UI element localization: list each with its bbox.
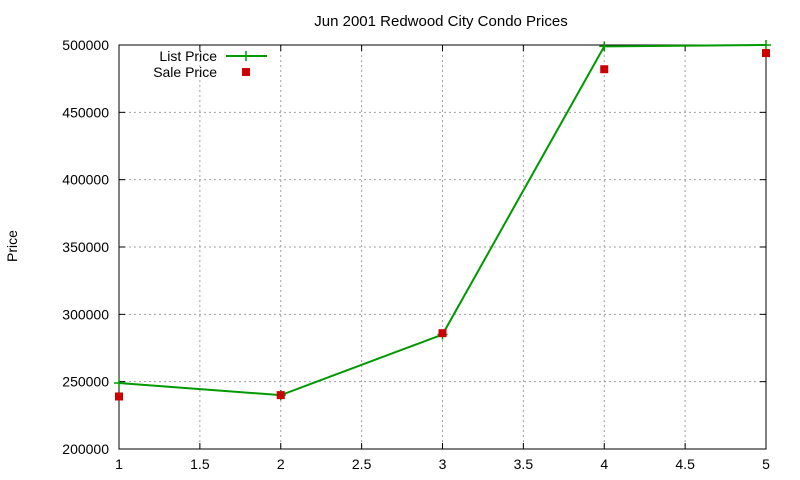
legend-label: List Price bbox=[159, 48, 217, 64]
y-axis-label: Price bbox=[4, 230, 20, 262]
plot-series bbox=[114, 40, 771, 401]
y-tick-label: 400000 bbox=[62, 172, 109, 188]
data-point-plus bbox=[761, 40, 771, 50]
x-tick-label: 3 bbox=[439, 456, 447, 472]
grid bbox=[119, 45, 766, 449]
data-point-square bbox=[115, 392, 123, 401]
y-tick-label: 250000 bbox=[62, 374, 109, 390]
y-tick-label: 300000 bbox=[62, 306, 109, 322]
chart-title: Jun 2001 Redwood City Condo Prices bbox=[314, 13, 567, 30]
x-tick-label: 3.5 bbox=[514, 456, 534, 472]
data-point-square bbox=[438, 329, 447, 338]
x-tick-label: 2.5 bbox=[352, 456, 372, 472]
data-point-plus bbox=[114, 378, 124, 389]
data-point-square bbox=[600, 65, 609, 74]
x-tick-label: 4.5 bbox=[675, 456, 695, 472]
x-tick-label: 1.5 bbox=[190, 456, 210, 472]
data-point-square bbox=[276, 391, 285, 400]
x-tick-label: 1 bbox=[115, 456, 123, 472]
x-tick-label: 4 bbox=[600, 456, 608, 472]
x-tick-label: 5 bbox=[762, 456, 770, 472]
y-tick-label: 450000 bbox=[62, 104, 109, 120]
y-tick-label: 200000 bbox=[62, 441, 109, 457]
data-point-square bbox=[762, 49, 770, 58]
legend-marker-plus bbox=[241, 51, 251, 61]
legend-marker-square bbox=[242, 68, 250, 76]
legend-label: Sale Price bbox=[153, 64, 217, 80]
data-point-plus bbox=[599, 41, 610, 52]
y-tick-label: 350000 bbox=[62, 239, 109, 255]
x-tick-label: 2 bbox=[277, 456, 285, 472]
y-tick-label: 500000 bbox=[62, 37, 109, 53]
tick-labels: 1 1.5 2 2.5 3 3.5 4 4.5 5 200000 250000 300000 35000… bbox=[62, 37, 770, 472]
series-sale-price bbox=[115, 49, 770, 401]
